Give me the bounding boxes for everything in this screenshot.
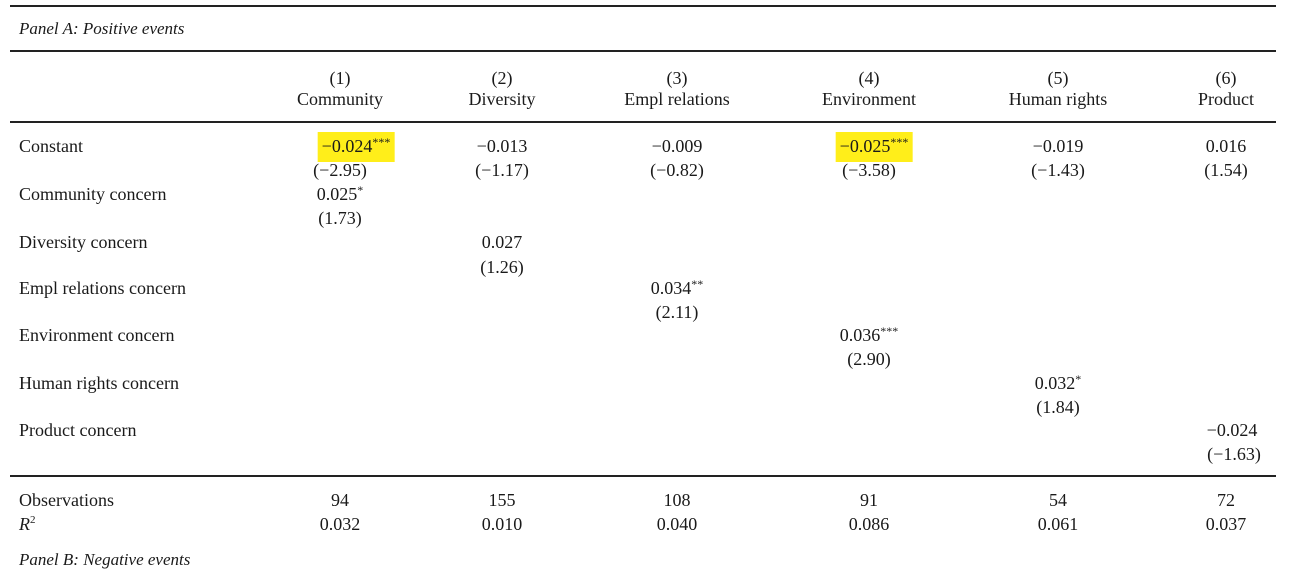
row-label-environment-concern: Environment concern bbox=[19, 325, 175, 345]
constant-coef-4-value: −0.025 bbox=[839, 136, 891, 156]
community-concern-coef: 0.025* bbox=[316, 183, 364, 204]
constant-coef-5-value: −0.019 bbox=[1032, 136, 1084, 156]
diversity-concern-coef: 0.027 bbox=[482, 233, 523, 251]
col-5-label: Human rights bbox=[1008, 89, 1108, 109]
row-label-diversity-concern: Diversity concern bbox=[19, 232, 148, 252]
constant-coef-6-value: 0.016 bbox=[1205, 136, 1247, 156]
col-4-number: (4) bbox=[858, 68, 880, 88]
row-label-empl-relations-concern: Empl relations concern bbox=[19, 278, 186, 298]
environment-concern-value: 0.036 bbox=[839, 325, 881, 345]
observations-4: 91 bbox=[860, 490, 878, 510]
header-top-rule bbox=[10, 50, 1276, 52]
header-bottom-rule bbox=[10, 121, 1276, 123]
human-rights-concern-value: 0.032 bbox=[1034, 373, 1076, 393]
r-squared-3: 0.040 bbox=[656, 514, 698, 534]
observations-2: 155 bbox=[488, 490, 516, 510]
col-1-label: Community bbox=[296, 89, 384, 109]
empl-relations-concern-tstat: (2.11) bbox=[655, 302, 699, 322]
constant-coef-3-value: −0.009 bbox=[651, 136, 703, 156]
row-label-product-concern: Product concern bbox=[19, 420, 137, 440]
environment-concern-tstat: (2.90) bbox=[847, 349, 891, 369]
col-5-number: (5) bbox=[1047, 68, 1069, 88]
constant-coef-3: −0.009 bbox=[652, 137, 703, 155]
constant-coef-1-value: −0.024 bbox=[321, 136, 373, 156]
col-3-label: Empl relations bbox=[624, 89, 730, 109]
constant-coef-5: −0.019 bbox=[1033, 137, 1084, 155]
constant-tstat-4: (−3.58) bbox=[842, 160, 896, 180]
environment-concern-stars: *** bbox=[880, 324, 899, 338]
col-4-label: Environment bbox=[822, 89, 916, 109]
community-concern-stars: * bbox=[357, 183, 364, 197]
constant-coef-2: −0.013 bbox=[477, 137, 528, 155]
r-squared-1: 0.032 bbox=[319, 514, 361, 534]
observations-1: 94 bbox=[331, 490, 349, 510]
col-2-number: (2) bbox=[491, 68, 513, 88]
row-label-constant: Constant bbox=[19, 136, 84, 156]
stats-top-rule bbox=[10, 475, 1276, 477]
col-6-label: Product bbox=[1198, 89, 1254, 109]
product-concern-coef: −0.024 bbox=[1207, 421, 1258, 439]
r-squared-2: 0.010 bbox=[481, 514, 523, 534]
observations-3: 108 bbox=[663, 490, 691, 510]
row-label-human-rights-concern: Human rights concern bbox=[19, 373, 179, 393]
community-concern-value: 0.025 bbox=[316, 184, 358, 204]
r-squared-symbol: R bbox=[19, 514, 30, 534]
product-concern-tstat: (−1.63) bbox=[1207, 444, 1261, 464]
panel-b-title: Panel B: Negative events bbox=[19, 550, 191, 569]
r-squared-6: 0.037 bbox=[1205, 514, 1247, 534]
r-squared-5: 0.061 bbox=[1037, 514, 1079, 534]
row-label-r-squared: R2 bbox=[19, 514, 36, 534]
product-concern-value: −0.024 bbox=[1206, 420, 1258, 440]
empl-relations-concern-coef: 0.034** bbox=[650, 277, 704, 298]
constant-tstat-5: (−1.43) bbox=[1031, 160, 1085, 180]
col-6-number: (6) bbox=[1215, 68, 1237, 88]
col-1-number: (1) bbox=[329, 68, 351, 88]
human-rights-concern-stars: * bbox=[1075, 372, 1082, 386]
constant-coef-4-stars: *** bbox=[890, 135, 909, 149]
diversity-concern-tstat: (1.26) bbox=[480, 257, 524, 277]
col-3-number: (3) bbox=[666, 68, 688, 88]
constant-coef-1-stars: *** bbox=[372, 135, 391, 149]
constant-coef-6: 0.016 bbox=[1206, 137, 1247, 155]
constant-tstat-2: (−1.17) bbox=[475, 160, 529, 180]
top-rule bbox=[10, 5, 1276, 7]
human-rights-concern-coef: 0.032* bbox=[1034, 372, 1082, 393]
row-label-observations: Observations bbox=[19, 490, 114, 510]
col-2-label: Diversity bbox=[468, 89, 536, 109]
diversity-concern-value: 0.027 bbox=[481, 232, 523, 252]
constant-tstat-6: (1.54) bbox=[1204, 160, 1248, 180]
environment-concern-coef: 0.036*** bbox=[839, 324, 899, 345]
constant-coef-4: −0.025*** bbox=[835, 132, 913, 162]
row-label-community-concern: Community concern bbox=[19, 184, 167, 204]
observations-5: 54 bbox=[1049, 490, 1067, 510]
human-rights-concern-tstat: (1.84) bbox=[1036, 397, 1080, 417]
constant-tstat-1: (−2.95) bbox=[313, 160, 367, 180]
r-squared-superscript: 2 bbox=[30, 514, 36, 526]
r-squared-4: 0.086 bbox=[848, 514, 890, 534]
empl-relations-concern-value: 0.034 bbox=[650, 278, 692, 298]
constant-tstat-3: (−0.82) bbox=[650, 160, 704, 180]
observations-6: 72 bbox=[1217, 490, 1235, 510]
panel-a-title: Panel A: Positive events bbox=[19, 19, 185, 38]
community-concern-tstat: (1.73) bbox=[318, 208, 362, 228]
constant-coef-1: −0.024*** bbox=[317, 132, 395, 162]
empl-relations-concern-stars: ** bbox=[691, 277, 704, 291]
constant-coef-2-value: −0.013 bbox=[476, 136, 528, 156]
